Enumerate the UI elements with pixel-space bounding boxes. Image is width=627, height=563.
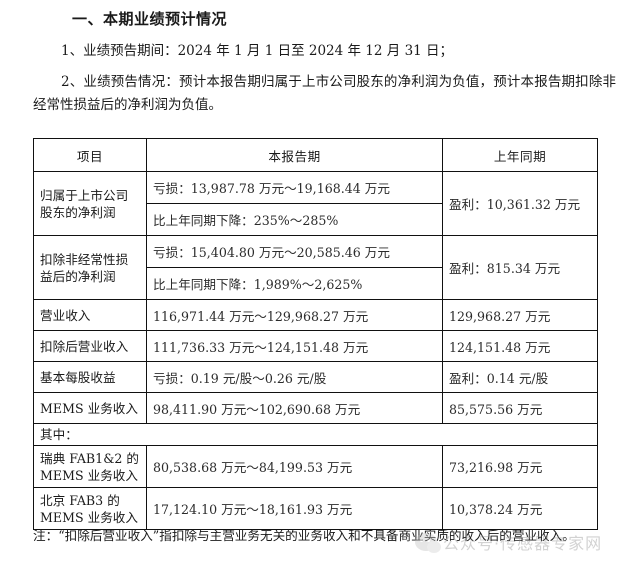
section-heading: 一、本期业绩预计情况 xyxy=(72,10,228,28)
mems-revenue-current: 98,411.90 万元～102,690.68 万元 xyxy=(146,392,443,424)
row-label-among-which: 其中： xyxy=(33,423,598,446)
row-label-net-profit-deducted: 扣除非经常性损益后的净利润 xyxy=(33,235,147,300)
net-profit-deducted-current-decline: 比上年同期下降：1,989%～2,625% xyxy=(146,267,443,300)
table-row: 比上年同期下降：1,989%～2,625% xyxy=(34,267,598,300)
revenue-current: 116,971.44 万元～129,968.27 万元 xyxy=(146,299,443,331)
financial-table-wrapper: 项目 本报告期 上年同期 归属于上市公司股东的净利润 亏损：13,987.78 … xyxy=(33,138,598,530)
eps-previous: 盈利：0.14 元/股 xyxy=(442,361,598,393)
eps-current: 亏损：0.19 元/股～0.26 元/股 xyxy=(146,361,443,393)
row-label-sweden-fab12: 瑞典 FAB1&2 的MEMS 业务收入 xyxy=(33,445,147,488)
net-profit-deducted-previous: 盈利：815.34 万元 xyxy=(442,235,598,300)
header-item: 项目 xyxy=(33,138,147,172)
beijing-fab3-previous: 10,378.24 万元 xyxy=(442,487,598,530)
paragraph-forecast-period: 1、业绩预告期间：2024 年 1 月 1 日至 2024 年 12 月 31 … xyxy=(33,40,616,63)
beijing-fab3-current: 17,124.10 万元～18,161.93 万元 xyxy=(146,487,443,530)
row-label-revenue-deducted: 扣除后营业收入 xyxy=(33,330,147,362)
net-profit-current-decline: 比上年同期下降：235%～285% xyxy=(146,203,443,236)
table-header-row: 项目 本报告期 上年同期 xyxy=(33,138,598,172)
table-row: 比上年同期下降：235%～285% xyxy=(34,203,598,236)
table-row: 北京 FAB3 的MEMS 业务收入 17,124.10 万元～18,161.9… xyxy=(33,487,598,530)
financial-forecast-table: 项目 本报告期 上年同期 归属于上市公司股东的净利润 亏损：13,987.78 … xyxy=(33,138,598,530)
table-row: 归属于上市公司股东的净利润 亏损：13,987.78 万元～19,168.44 … xyxy=(33,171,598,236)
table-row: 基本每股收益 亏损：0.19 元/股～0.26 元/股 盈利：0.14 元/股 xyxy=(33,361,598,393)
mems-revenue-previous: 85,575.56 万元 xyxy=(442,392,598,424)
table-row: 扣除非经常性损益后的净利润 亏损：15,404.80 万元～20,585.46 … xyxy=(33,235,598,300)
table-row-among-which: 其中： xyxy=(33,423,598,446)
row-label-beijing-fab3: 北京 FAB3 的MEMS 业务收入 xyxy=(33,487,147,530)
table-row: 营业收入 116,971.44 万元～129,968.27 万元 129,968… xyxy=(33,299,598,331)
paragraph-forecast-situation: 2、业绩预告情况：预计本报告期归属于上市公司股东的净利润为负值，预计本报告期扣除… xyxy=(33,71,616,117)
net-profit-previous: 盈利：10,361.32 万元 xyxy=(442,171,598,236)
header-current-period: 本报告期 xyxy=(146,138,443,172)
paragraph-text: 2、业绩预告情况：预计本报告期归属于上市公司股东的净利润为负值，预计本报告期扣除… xyxy=(33,74,616,113)
sweden-fab12-current: 80,538.68 万元～84,199.53 万元 xyxy=(146,445,443,488)
row-label-mems-revenue: MEMS 业务收入 xyxy=(33,392,147,424)
revenue-deducted-previous: 124,151.48 万元 xyxy=(442,330,598,362)
paragraph-text: 1、业绩预告期间：2024 年 1 月 1 日至 2024 年 12 月 31 … xyxy=(61,43,454,59)
table-row: MEMS 业务收入 98,411.90 万元～102,690.68 万元 85,… xyxy=(33,392,598,424)
net-profit-deducted-current-loss: 亏损：15,404.80 万元～20,585.46 万元 xyxy=(146,235,443,268)
table-footnote: 注：“扣除后营业收入”指扣除与主营业务无关的业务收入和不具备商业实质的收入后的营… xyxy=(33,525,616,546)
header-previous-period: 上年同期 xyxy=(442,138,598,172)
table-row: 瑞典 FAB1&2 的MEMS 业务收入 80,538.68 万元～84,199… xyxy=(33,445,598,488)
sweden-fab12-previous: 73,216.98 万元 xyxy=(442,445,598,488)
footnote-text: 注：“扣除后营业收入”指扣除与主营业务无关的业务收入和不具备商业实质的收入后的营… xyxy=(33,528,575,543)
revenue-previous: 129,968.27 万元 xyxy=(442,299,598,331)
row-label-net-profit: 归属于上市公司股东的净利润 xyxy=(33,171,147,236)
table-row: 扣除后营业收入 111,736.33 万元～124,151.48 万元 124,… xyxy=(33,330,598,362)
row-label-revenue: 营业收入 xyxy=(33,299,147,331)
revenue-deducted-current: 111,736.33 万元～124,151.48 万元 xyxy=(146,330,443,362)
row-label-eps: 基本每股收益 xyxy=(33,361,147,393)
net-profit-current-loss: 亏损：13,987.78 万元～19,168.44 万元 xyxy=(146,171,443,204)
